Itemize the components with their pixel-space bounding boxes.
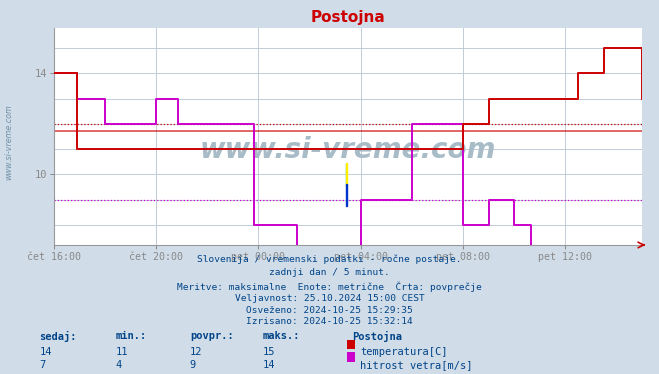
Text: Meritve: maksimalne  Enote: metrične  Črta: povprečje: Meritve: maksimalne Enote: metrične Črta… [177, 281, 482, 292]
Text: 4: 4 [115, 360, 121, 370]
Text: 11: 11 [115, 347, 128, 357]
Text: 14: 14 [262, 360, 275, 370]
Text: hitrost vetra[m/s]: hitrost vetra[m/s] [360, 360, 473, 370]
Text: 15: 15 [262, 347, 275, 357]
Text: Veljavnost: 25.10.2024 15:00 CEST: Veljavnost: 25.10.2024 15:00 CEST [235, 294, 424, 303]
Title: Postojna: Postojna [310, 10, 386, 25]
Text: maks.:: maks.: [262, 331, 300, 341]
Text: Postojna: Postojna [353, 331, 403, 342]
Text: 14: 14 [40, 347, 52, 357]
Text: 7: 7 [40, 360, 45, 370]
Text: sedaj:: sedaj: [40, 331, 77, 342]
Text: 12: 12 [190, 347, 202, 357]
Text: temperatura[C]: temperatura[C] [360, 347, 448, 357]
Text: povpr.:: povpr.: [190, 331, 233, 341]
Text: Izrisano: 2024-10-25 15:32:14: Izrisano: 2024-10-25 15:32:14 [246, 317, 413, 326]
Text: Osveženo: 2024-10-25 15:29:35: Osveženo: 2024-10-25 15:29:35 [246, 306, 413, 315]
Text: min.:: min.: [115, 331, 146, 341]
Text: www.si-vreme.com: www.si-vreme.com [200, 135, 496, 163]
Text: 9: 9 [190, 360, 196, 370]
Text: Slovenija / vremenski podatki - ročne postaje.: Slovenija / vremenski podatki - ročne po… [197, 254, 462, 264]
Text: zadnji dan / 5 minut.: zadnji dan / 5 minut. [269, 268, 390, 277]
Text: www.si-vreme.com: www.si-vreme.com [4, 104, 13, 180]
